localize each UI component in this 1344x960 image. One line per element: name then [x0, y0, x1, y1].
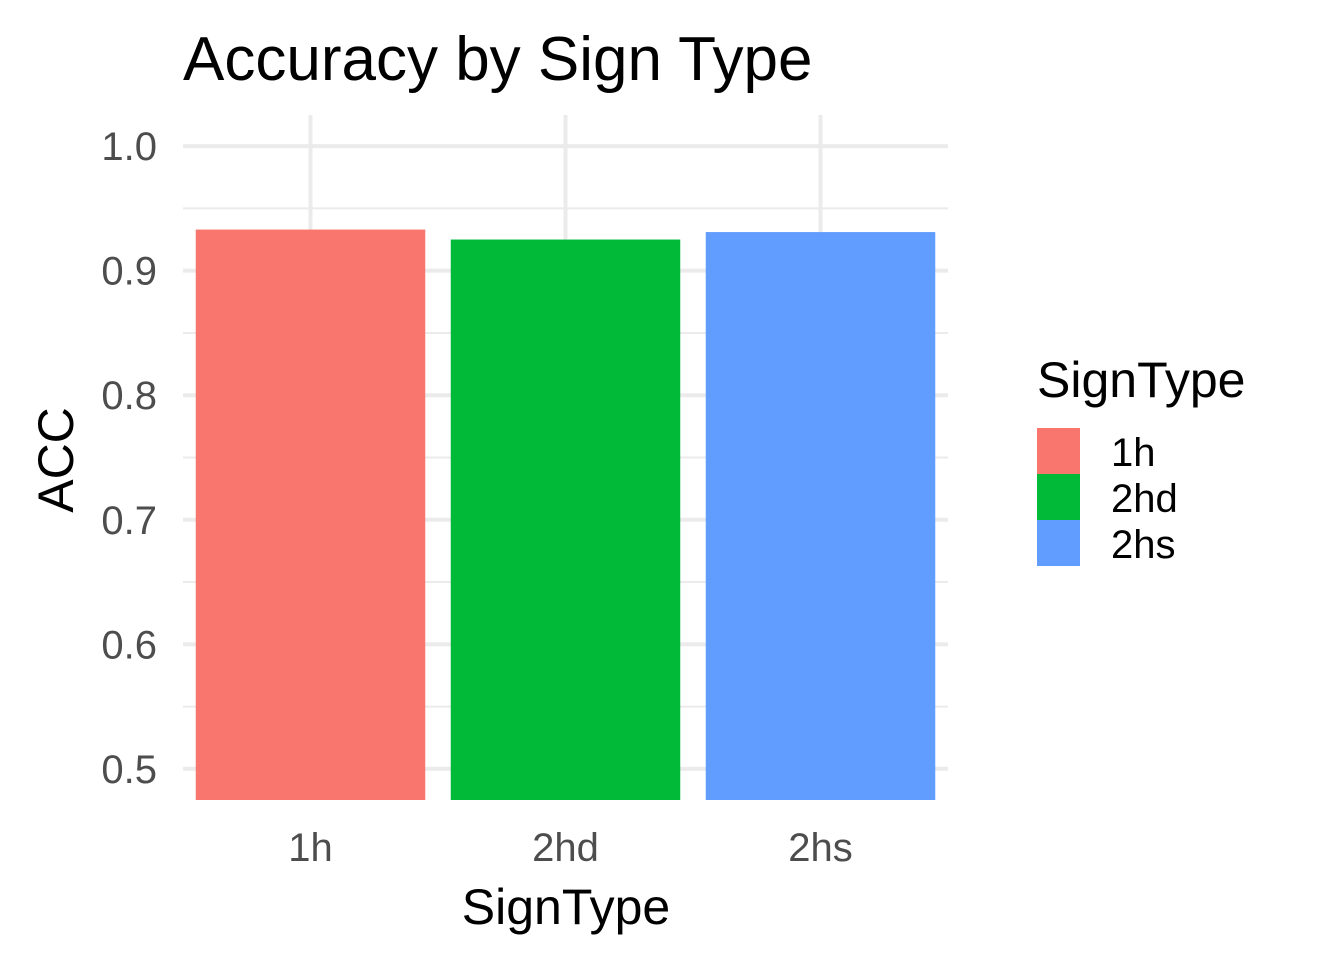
chart-title: Accuracy by Sign Type: [183, 25, 813, 94]
y-tick-label: 0.5: [101, 748, 157, 792]
y-tick-label: 0.7: [101, 499, 157, 543]
legend-label: 2hs: [1111, 523, 1176, 567]
y-axis-title: ACC: [28, 407, 84, 513]
x-axis-title: SignType: [462, 879, 670, 935]
y-tick-label: 0.6: [101, 623, 157, 667]
legend-label: 2hd: [1111, 477, 1178, 521]
legend-title: SignType: [1037, 352, 1245, 408]
y-tick-label: 1.0: [101, 125, 157, 169]
bar-2hs: [705, 232, 936, 800]
legend-key-2hd: [1037, 474, 1080, 520]
bar-1h: [195, 229, 426, 801]
x-tick-label: 1h: [288, 826, 333, 870]
y-axis-ticks: 0.5 0.6 0.7 0.8 0.9 1.0: [101, 125, 157, 792]
x-tick-label: 2hd: [532, 826, 599, 870]
legend-label: 1h: [1111, 431, 1156, 475]
x-axis-ticks: 1h 2hd 2hs: [288, 826, 853, 870]
y-tick-label: 0.8: [101, 374, 157, 418]
legend-key-2hs: [1037, 520, 1080, 566]
bars: [195, 229, 936, 801]
x-tick-label: 2hs: [788, 826, 853, 870]
bar-2hd: [450, 239, 681, 800]
y-tick-label: 0.9: [101, 250, 157, 294]
legend-key-1h: [1037, 428, 1080, 474]
